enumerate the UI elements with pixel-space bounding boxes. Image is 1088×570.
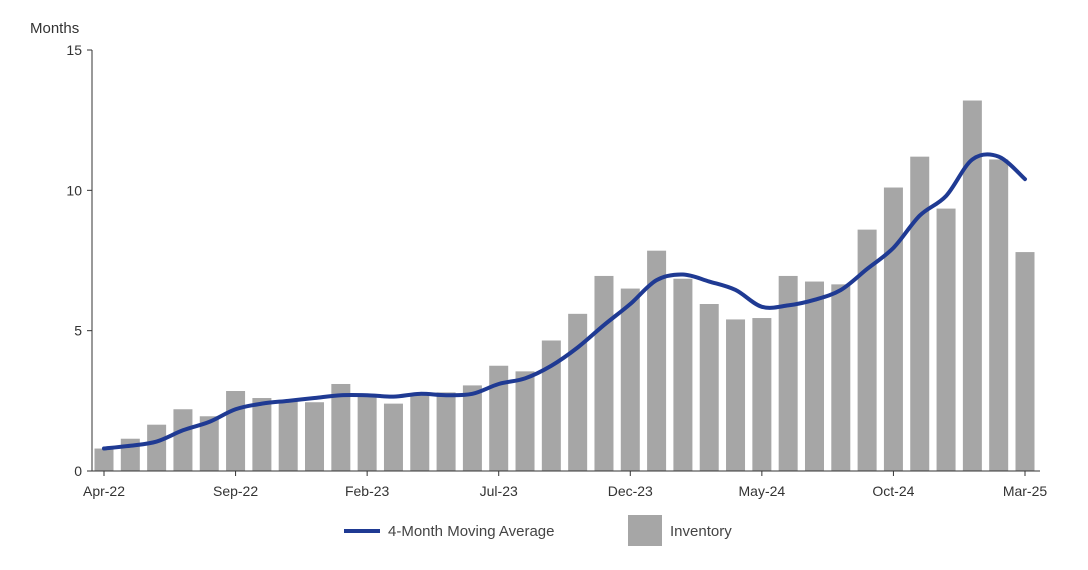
inventory-bar [226, 391, 246, 471]
inventory-bar [305, 402, 325, 471]
y-tick-label: 10 [66, 182, 82, 198]
legend-bar-label: Inventory [670, 523, 732, 540]
inventory-bar [173, 409, 193, 471]
inventory-bar [962, 100, 982, 472]
x-tick-label: Jul-23 [480, 483, 518, 499]
inventory-bar [620, 288, 640, 471]
inventory-bar [1015, 252, 1035, 471]
y-tick-label: 5 [74, 323, 82, 339]
y-axis-title: Months [30, 20, 79, 37]
legend-line-label: 4-Month Moving Average [388, 523, 555, 540]
inventory-bar [910, 156, 930, 471]
x-tick-label: Dec-23 [608, 483, 653, 499]
moving-average-line [102, 152, 1027, 451]
inventory-bar [778, 275, 798, 471]
x-tick-label: Sep-22 [213, 483, 258, 499]
inventory-bar [857, 229, 877, 471]
inventory-bar [647, 250, 667, 471]
inventory-bar [989, 159, 1009, 471]
inventory-bar [357, 395, 377, 471]
y-tick-label: 15 [66, 42, 82, 58]
inventory-bar [199, 416, 219, 471]
legend-bar-swatch [628, 515, 662, 546]
inventory-bar [515, 371, 535, 471]
inventory-bar [94, 448, 114, 471]
x-tick-label: May-24 [739, 483, 786, 499]
inventory-bar [594, 275, 614, 471]
inventory-bar [752, 318, 772, 471]
inventory-bar [699, 304, 719, 471]
inventory-bar [831, 284, 851, 471]
inventory-bar [278, 400, 298, 471]
x-tick-label: Oct-24 [872, 483, 914, 499]
inventory-bar [489, 365, 509, 471]
inventory-bar [383, 403, 403, 471]
bars-layer [94, 100, 1035, 472]
axes-layer: Months 0 5 10 15 Apr-22 Sep-22 Feb-23 Jul-23 Dec… [30, 20, 1047, 499]
x-tick-label: Apr-22 [83, 483, 125, 499]
x-tick-label: Mar-25 [1003, 483, 1048, 499]
inventory-bar [936, 208, 956, 471]
line-layer [102, 152, 1027, 451]
inventory-bar [726, 319, 746, 471]
inventory-bar [410, 395, 430, 471]
inventory-bar [436, 392, 456, 471]
legend: 4-Month Moving Average Inventory [344, 515, 732, 546]
x-tick-label: Feb-23 [345, 483, 390, 499]
inventory-bar [147, 424, 167, 471]
inventory-bar [541, 340, 561, 471]
inventory-bar [331, 383, 351, 471]
inventory-bar [673, 278, 693, 471]
inventory-bar [883, 187, 903, 471]
inventory-bar [252, 398, 272, 471]
inventory-bar [462, 385, 482, 471]
y-tick-label: 0 [74, 463, 82, 479]
inventory-bar [568, 313, 588, 471]
inventory-bar [804, 281, 824, 471]
